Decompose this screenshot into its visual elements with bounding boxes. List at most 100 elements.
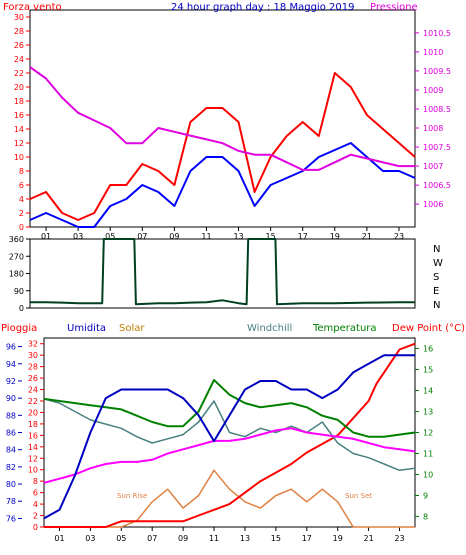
- p1-left-tick-label: 0: [19, 223, 24, 232]
- p3-humidity-tick-label: 94: [6, 360, 16, 369]
- p3-rain-tick-label: 32: [28, 340, 38, 349]
- wind-line: [29, 142, 416, 228]
- p1-x-tick-label: 01: [41, 232, 51, 241]
- p3-x-tick-label: 13: [240, 534, 250, 543]
- p3-x-tick-label: 05: [116, 534, 126, 543]
- p3-rain-tick-label: 20: [28, 408, 38, 417]
- humidity-line: [43, 354, 415, 520]
- p2-left-tick-label: 360: [9, 235, 24, 244]
- p1-left-tick-label: 10: [14, 153, 24, 162]
- p3-rain-tick-label: 8: [33, 477, 38, 486]
- p3-rain-tick-label: 2: [33, 512, 38, 521]
- panel1-frame: [29, 9, 416, 228]
- p3-temp-tick-label: 8: [423, 513, 428, 522]
- p3-rain-tick-label: 22: [28, 397, 38, 406]
- p2-left-tick-label: 180: [9, 270, 24, 279]
- p3-temp-tick-label: 13: [423, 408, 433, 417]
- p3-x-tick-label: 01: [54, 534, 64, 543]
- p1-x-tick-label: 23: [394, 232, 404, 241]
- p3-rain-tick-label: 24: [28, 386, 38, 395]
- legend-umidita: Umidita: [67, 323, 106, 334]
- temperature-line: [43, 379, 416, 438]
- gust-line: [29, 72, 416, 221]
- p1-right-tick-label: 1010.5: [423, 29, 451, 38]
- p3-humidity-tick-label: 96: [6, 343, 16, 352]
- sunset-annotation: Sun Set: [345, 492, 372, 500]
- compass-letter-n-top: N: [433, 244, 440, 255]
- p3-rain-tick-label: 30: [28, 351, 38, 360]
- p3-rain-tick-label: 0: [33, 523, 38, 532]
- p1-left-tick-label: 24: [14, 55, 24, 64]
- sunrise-annotation: Sun Rise: [117, 492, 147, 500]
- p3-rain-tick-label: 28: [28, 363, 38, 372]
- p2-left-tick-label: 90: [14, 287, 24, 296]
- p3-temp-tick-label: 9: [423, 492, 428, 501]
- p1-left-tick-label: 14: [14, 125, 24, 134]
- p1-x-tick-label: 15: [266, 232, 276, 241]
- rain-line: [44, 342, 416, 528]
- p3-humidity-tick-label: 92: [6, 377, 16, 386]
- p3-temp-tick-label: 12: [423, 429, 433, 438]
- p1-left-tick-label: 4: [19, 195, 24, 204]
- p3-rain-tick-label: 10: [28, 466, 38, 475]
- p1-x-tick-label: 05: [105, 232, 115, 241]
- panel1-right-axis-label: Pressione: [370, 2, 418, 13]
- panel1-left-axis-label: Forza vento: [3, 2, 62, 13]
- p3-x-tick-label: 23: [394, 534, 404, 543]
- p1-left-tick-label: 22: [14, 69, 24, 78]
- p3-x-tick-label: 07: [147, 534, 157, 543]
- compass-letter-e: E: [433, 286, 439, 297]
- p3-x-tick-label: 11: [209, 534, 219, 543]
- p1-right-tick-label: 1008.5: [423, 105, 451, 114]
- p1-right-tick-label: 1006: [423, 200, 443, 209]
- p3-humidity-tick-label: 78: [6, 497, 16, 506]
- p3-humidity-tick-label: 82: [6, 463, 16, 472]
- p1-right-tick-label: 1009.5: [423, 67, 451, 76]
- p3-humidity-tick-label: 88: [6, 411, 16, 420]
- dew-point-line: [43, 427, 416, 484]
- p1-left-tick-label: 30: [14, 13, 24, 22]
- p3-temp-tick-label: 14: [423, 387, 433, 396]
- windchill-line: [43, 398, 416, 472]
- p3-x-tick-label: 19: [333, 534, 343, 543]
- p3-temp-tick-label: 15: [423, 366, 433, 375]
- compass-letter-n-bottom: N: [433, 300, 440, 311]
- wind-direction-line: [30, 238, 415, 306]
- p1-x-tick-label: 11: [201, 232, 211, 241]
- p3-humidity-tick-label: 76: [6, 514, 16, 523]
- p1-left-tick-label: 2: [19, 209, 24, 218]
- p3-humidity-tick-label: 86: [6, 429, 16, 438]
- p1-left-tick-label: 8: [19, 167, 24, 176]
- p2-left-tick-label: 0: [19, 304, 24, 313]
- dynamic-chart-layer: 02468101214161820222426283010061006.5100…: [6, 13, 451, 543]
- p1-left-tick-label: 28: [14, 27, 24, 36]
- p3-humidity-tick-label: 80: [6, 480, 16, 489]
- p1-x-tick-label: 07: [137, 232, 147, 241]
- p3-x-tick-label: 17: [302, 534, 312, 543]
- p3-humidity-tick-label: 90: [6, 394, 16, 403]
- legend-solar: Solar: [119, 323, 145, 334]
- legend-dew-point: Dew Point (°C): [392, 323, 465, 334]
- p3-x-tick-label: 21: [364, 534, 374, 543]
- p3-temp-tick-label: 11: [423, 450, 433, 459]
- p1-left-tick-label: 20: [14, 83, 24, 92]
- p3-humidity-tick-label: 84: [6, 446, 16, 455]
- p1-x-tick-label: 17: [298, 232, 308, 241]
- panel2-frame: [29, 238, 416, 309]
- p3-x-tick-label: 03: [85, 534, 95, 543]
- compass-letter-s: S: [433, 272, 439, 283]
- solar-line: [44, 469, 415, 528]
- p3-rain-tick-label: 12: [28, 454, 38, 463]
- p1-right-tick-label: 1007: [423, 162, 443, 171]
- p1-x-tick-label: 21: [362, 232, 372, 241]
- p1-left-tick-label: 16: [14, 111, 24, 120]
- legend-pioggia: Pioggia: [1, 323, 37, 334]
- p1-right-tick-label: 1006.5: [423, 181, 451, 190]
- p1-right-tick-label: 1010: [423, 48, 443, 57]
- compass-letter-w: W: [433, 258, 443, 269]
- legend-temperatura: Temperatura: [312, 323, 377, 334]
- p3-x-tick-label: 09: [178, 534, 188, 543]
- p3-rain-tick-label: 16: [28, 431, 38, 440]
